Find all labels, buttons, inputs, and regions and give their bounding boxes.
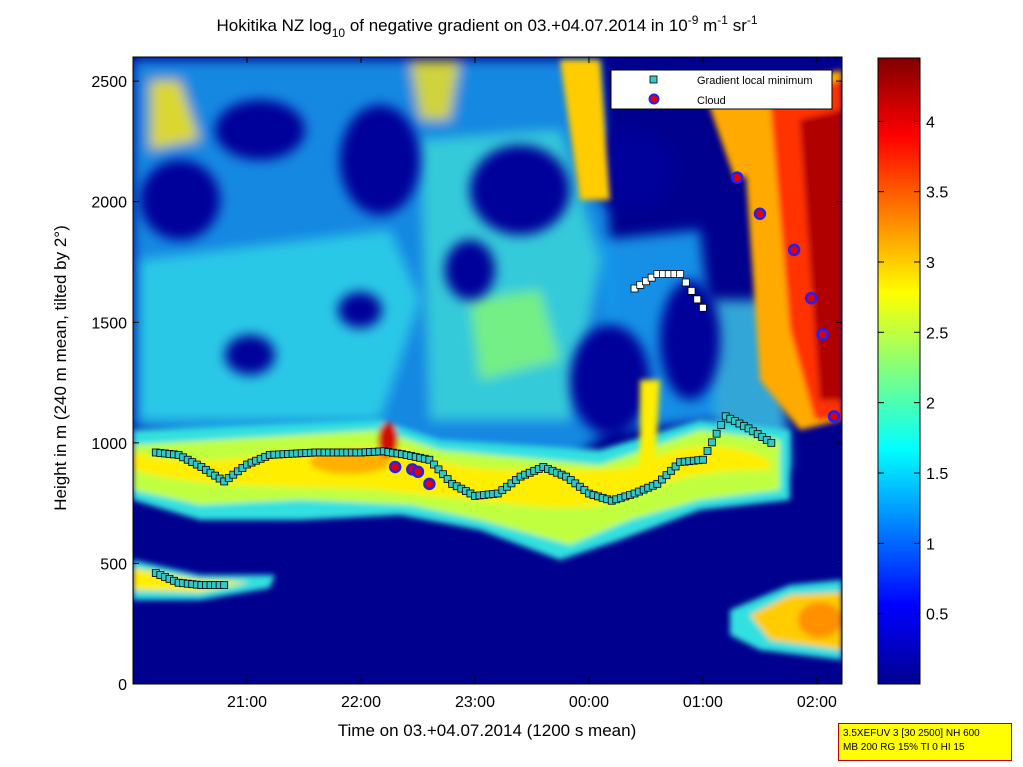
x-tick-label: 01:00 (683, 694, 723, 711)
gradient-minimum-marker (658, 475, 666, 484)
heatmap (133, 57, 842, 684)
stamp-line-1: 3.5XEFUV 3 [30 2500] NH 600 (843, 728, 980, 739)
cloud-marker (388, 460, 402, 474)
heatmap-cloud-streaks (560, 60, 842, 470)
gradient-minimum-marker (708, 438, 716, 447)
colorbar-gradient (877, 57, 921, 685)
gradient-minimum-marker (667, 466, 675, 475)
legend-gradient-label: Gradient local minimum (697, 75, 813, 87)
upper-layer-marker (693, 295, 702, 304)
colorbar-tick-label: 1 (926, 536, 935, 553)
x-axis: 21:00 22:00 23:00 00:00 01:00 02:00 (227, 57, 837, 711)
gradient-minimum-marker (703, 447, 712, 455)
gradient-minimum-marker (430, 460, 438, 469)
gradient-minimum-marker (439, 470, 447, 479)
y-tick-label: 0 (118, 677, 127, 694)
upper-layer-marker (681, 278, 690, 287)
y-tick-label: 500 (100, 556, 127, 573)
gradient-minimum-marker (767, 438, 776, 447)
cloud-marker (411, 465, 425, 479)
cloud-marker (816, 328, 829, 341)
plot-frame (132, 56, 843, 685)
y-tick-label: 2000 (91, 195, 127, 212)
colorbar: 0.5 1 1.5 2 2.5 3 3.5 4 (877, 57, 948, 685)
upper-layer-marker (687, 287, 696, 295)
x-tick-label: 22:00 (341, 694, 381, 711)
lower-layer-marker (220, 581, 229, 590)
colorbar-tick-label: 2.5 (926, 325, 948, 342)
legend: Gradient local minimum Cloud (610, 69, 833, 110)
settings-stamp: 3.5XEFUV 3 [30 2500] NH 600 MB 200 RG 15… (838, 723, 1012, 761)
y-axis-label: Height in m (240 m mean, tilted by 2°) (51, 225, 70, 511)
y-tick-label: 1500 (91, 315, 127, 332)
gradient-minimum-marker (712, 429, 721, 438)
cloud-marker (423, 477, 436, 491)
x-axis-label: Time on 03.+04.07.2014 (1200 s mean) (338, 721, 636, 740)
y-axis: 0 500 1000 1500 2000 2500 (91, 74, 842, 694)
colorbar-tick-label: 1.5 (926, 466, 948, 483)
gradient-minimum-marker (699, 455, 707, 464)
x-tick-label: 21:00 (227, 694, 267, 711)
cloud-marker (804, 291, 818, 305)
cloud-marker (787, 243, 801, 257)
legend-cloud-label: Cloud (697, 95, 726, 107)
cloud-marker (730, 171, 744, 184)
upper-layer-marker (676, 270, 685, 278)
legend-cloud-marker (648, 93, 660, 105)
chart-title: Hokitika NZ log10 of negative gradient o… (216, 13, 757, 40)
x-tick-label: 00:00 (569, 694, 609, 711)
colorbar-tick-label: 3 (926, 255, 935, 272)
gradient-minimum-marker (717, 421, 726, 429)
gradient-minimum-marker (653, 479, 662, 488)
gradient-minimum-marker (662, 471, 671, 480)
legend-gradient-marker (649, 75, 658, 84)
markers (151, 171, 841, 590)
cloud-marker (827, 410, 841, 423)
gradient-minimum-marker (671, 462, 680, 471)
gradient-minimum-marker (443, 475, 452, 483)
x-tick-label: 23:00 (455, 694, 495, 711)
stamp-line-2: MB 200 RG 15% TI 0 HI 15 (843, 742, 965, 753)
gradient-minimum-marker (425, 455, 434, 464)
y-tick-label: 1000 (91, 436, 127, 453)
colorbar-tick-label: 4 (926, 114, 935, 131)
y-tick-label: 2500 (91, 74, 127, 91)
colorbar-tick-label: 2 (926, 396, 935, 413)
colorbar-tick-label: 3.5 (926, 185, 948, 202)
gradient-minimum-marker (434, 465, 443, 474)
colorbar-tick-label: 0.5 (926, 607, 948, 624)
upper-layer-marker (699, 303, 707, 312)
x-tick-label: 02:00 (797, 694, 837, 711)
cloud-marker (753, 207, 767, 220)
